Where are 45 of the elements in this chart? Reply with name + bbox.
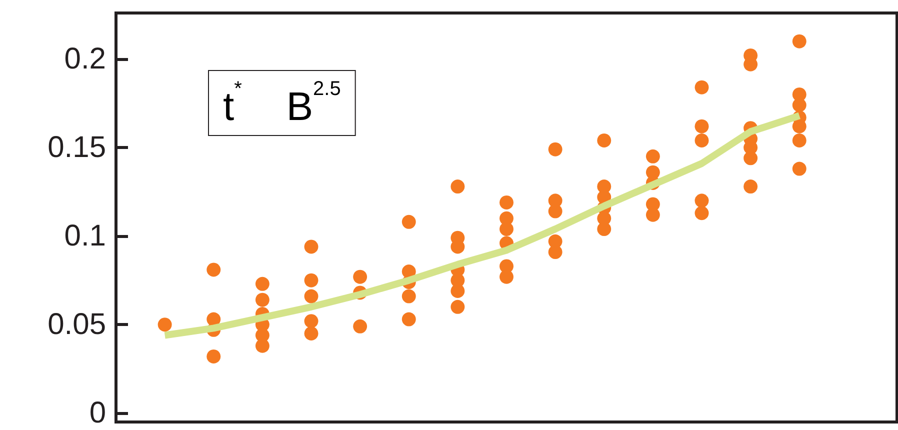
point xyxy=(353,319,368,334)
point xyxy=(548,142,562,156)
point xyxy=(255,292,270,307)
point xyxy=(694,133,709,148)
point xyxy=(402,214,416,229)
point xyxy=(597,222,612,236)
point xyxy=(500,222,514,236)
point xyxy=(304,326,318,340)
point xyxy=(792,34,806,48)
point xyxy=(402,289,416,304)
y-tick-label: 0.05 xyxy=(48,308,106,342)
point xyxy=(792,162,806,176)
point xyxy=(792,133,806,148)
point xyxy=(694,206,709,220)
point xyxy=(304,240,318,254)
point xyxy=(255,338,270,353)
point xyxy=(646,149,660,164)
point xyxy=(500,195,514,210)
y-tick-label: 0.2 xyxy=(64,42,106,76)
point xyxy=(694,119,709,134)
point xyxy=(548,245,562,260)
point xyxy=(304,314,318,328)
point xyxy=(450,300,465,314)
point xyxy=(158,318,172,332)
point xyxy=(744,151,758,166)
point xyxy=(353,270,368,284)
point xyxy=(744,180,758,194)
y-tick-label: 0 xyxy=(89,396,106,430)
point xyxy=(646,208,660,222)
point xyxy=(597,133,612,148)
point xyxy=(548,204,562,218)
point xyxy=(402,312,416,326)
point xyxy=(792,98,806,112)
point xyxy=(450,180,465,194)
point xyxy=(500,270,514,284)
point xyxy=(255,276,270,291)
y-tick-label: 0.1 xyxy=(64,220,106,253)
point xyxy=(304,289,318,304)
point xyxy=(694,80,709,94)
y-tick-label: 0.15 xyxy=(48,131,106,164)
point xyxy=(206,262,221,277)
point xyxy=(206,349,221,364)
point xyxy=(694,194,709,208)
point xyxy=(450,284,465,298)
point xyxy=(304,273,318,288)
